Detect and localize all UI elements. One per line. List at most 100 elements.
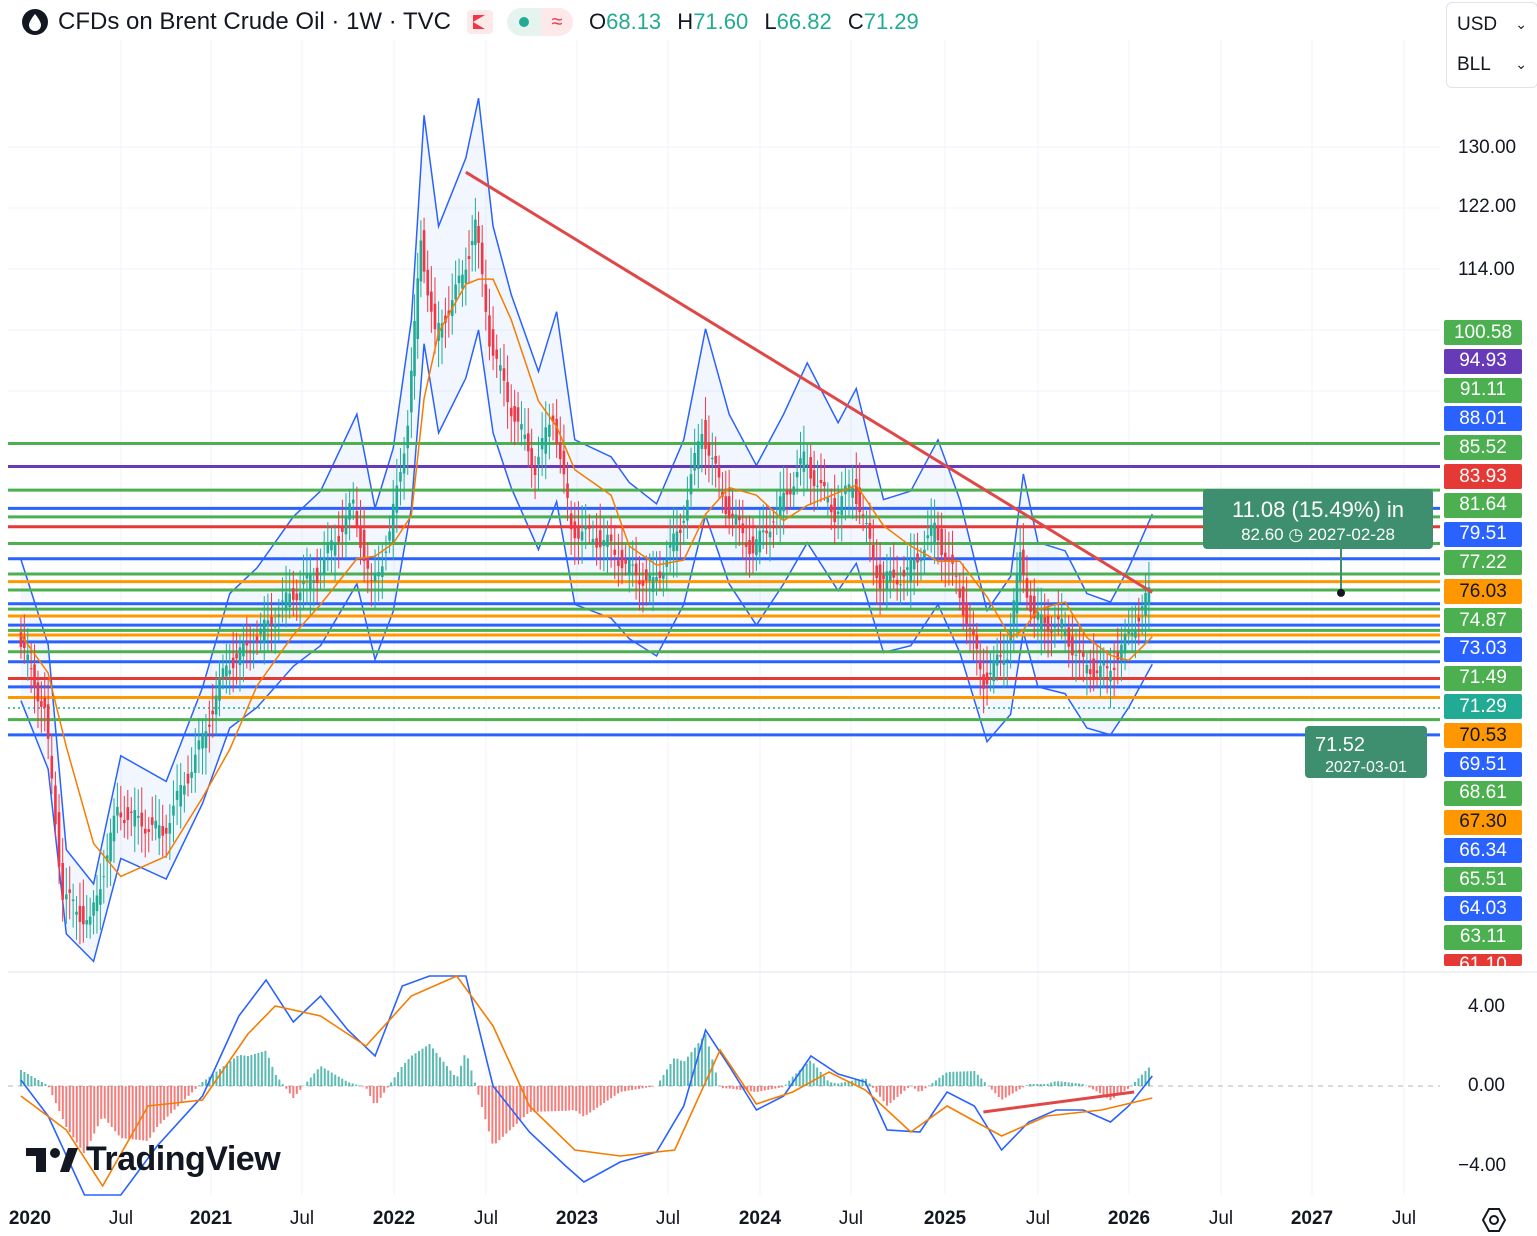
candle-body: [613, 549, 617, 555]
candle-body: [865, 522, 868, 524]
candle-body: [785, 490, 789, 495]
x-tick-label: Jul: [1025, 1208, 1051, 1229]
candle-body: [172, 805, 175, 816]
candle-body: [467, 256, 471, 260]
candle-body: [150, 817, 154, 825]
projection-base-callout[interactable]: 71.52 2027-03-01: [1305, 726, 1427, 778]
candle-body: [634, 563, 638, 576]
candle-body: [281, 600, 284, 602]
candle-body: [305, 573, 309, 579]
candle-body: [799, 458, 802, 465]
candle-body: [344, 515, 348, 535]
candle-body: [1088, 669, 1092, 675]
candle-body: [651, 577, 655, 592]
candle-body: [430, 291, 433, 312]
candle-body: [595, 538, 598, 548]
candle-body: [78, 905, 82, 922]
x-tick-label: Jul: [838, 1208, 864, 1229]
candle-body: [1036, 612, 1040, 620]
symbol-title[interactable]: CFDs on Brent Crude Oil · 1W · TVC: [58, 8, 451, 35]
candle-body: [95, 895, 99, 912]
candle-body: [558, 442, 562, 460]
price-tag: 91.11: [1444, 377, 1522, 403]
candle-body: [1137, 617, 1141, 622]
candle-body: [484, 284, 488, 312]
projection-target-callout[interactable]: 11.08 (15.49%) in 82.60 ◷ 2027-02-28: [1203, 489, 1433, 549]
candle-body: [1053, 626, 1057, 628]
candle-body: [488, 315, 491, 347]
candle-body: [738, 516, 741, 521]
candle-body: [544, 427, 548, 454]
candle-body: [744, 542, 748, 547]
candle-body: [789, 490, 792, 495]
price-tag: 74.87: [1444, 608, 1522, 633]
candle-body: [1025, 578, 1029, 598]
x-tick-label: 2021: [189, 1208, 233, 1229]
candle-body: [36, 682, 40, 702]
candle-body: [426, 269, 430, 296]
candle-body: [252, 651, 255, 654]
candle-body: [322, 557, 326, 576]
candle-body: [168, 823, 172, 834]
candle-body: [1018, 552, 1022, 582]
currency-select[interactable]: USD ⌄: [1449, 7, 1535, 43]
candle-body: [819, 479, 823, 484]
candle-body: [954, 575, 958, 577]
flag-icon[interactable]: [466, 10, 493, 34]
candle-body: [573, 521, 577, 539]
candle-body: [377, 571, 380, 577]
candle-body: [1147, 587, 1151, 605]
horizontal-levels: [8, 442, 1440, 737]
candle-body: [741, 523, 745, 534]
candle-body: [624, 559, 627, 564]
candle-body: [381, 566, 384, 577]
wave-icon[interactable]: ≈: [540, 8, 573, 36]
candle-body: [1063, 631, 1067, 636]
candle-body: [491, 329, 495, 356]
candle-body: [648, 575, 652, 581]
candle-body: [782, 492, 785, 512]
x-tick-label: Jul: [108, 1208, 134, 1229]
price-tag: 83.93: [1444, 464, 1522, 489]
candle-body: [551, 415, 555, 422]
x-tick-label: 2026: [1107, 1208, 1151, 1229]
candle-body: [919, 560, 923, 562]
candle-body: [1112, 667, 1116, 671]
candle-body: [457, 275, 461, 284]
settings-icon[interactable]: [1480, 1206, 1508, 1234]
logo-text: TradingView: [86, 1140, 281, 1178]
market-status-icon[interactable]: [506, 8, 541, 36]
unit-select[interactable]: BLL ⌄: [1449, 47, 1535, 83]
candle-body: [454, 284, 457, 300]
candle-body: [384, 551, 388, 553]
candle-body: [620, 549, 624, 569]
price-tag: 68.61: [1444, 780, 1522, 806]
price-series: [19, 197, 1153, 945]
candle-body: [208, 724, 211, 727]
candle-body: [359, 526, 362, 549]
candle-body: [29, 668, 33, 670]
candle-body: [23, 636, 26, 649]
indicator-pills[interactable]: ≈: [506, 8, 573, 36]
candle-body: [802, 451, 806, 472]
candle-body: [315, 567, 319, 583]
candle-body: [714, 456, 717, 464]
high-value: 71.60: [693, 9, 749, 34]
candle-body: [758, 530, 762, 553]
candle-body: [851, 487, 854, 498]
candle-body: [598, 530, 602, 548]
tradingview-logo[interactable]: TradingView: [26, 1140, 281, 1179]
candle-body: [829, 504, 833, 513]
candle-body: [179, 785, 183, 807]
candle-body: [1116, 652, 1120, 660]
candle-body: [474, 219, 477, 245]
candle-body: [273, 624, 277, 628]
candle-body: [319, 573, 322, 576]
candle-body: [186, 773, 190, 784]
candle-body: [43, 697, 47, 708]
candle-body: [416, 278, 420, 339]
candle-body: [933, 522, 936, 543]
candle-body: [211, 710, 215, 715]
candle-body: [999, 655, 1002, 657]
